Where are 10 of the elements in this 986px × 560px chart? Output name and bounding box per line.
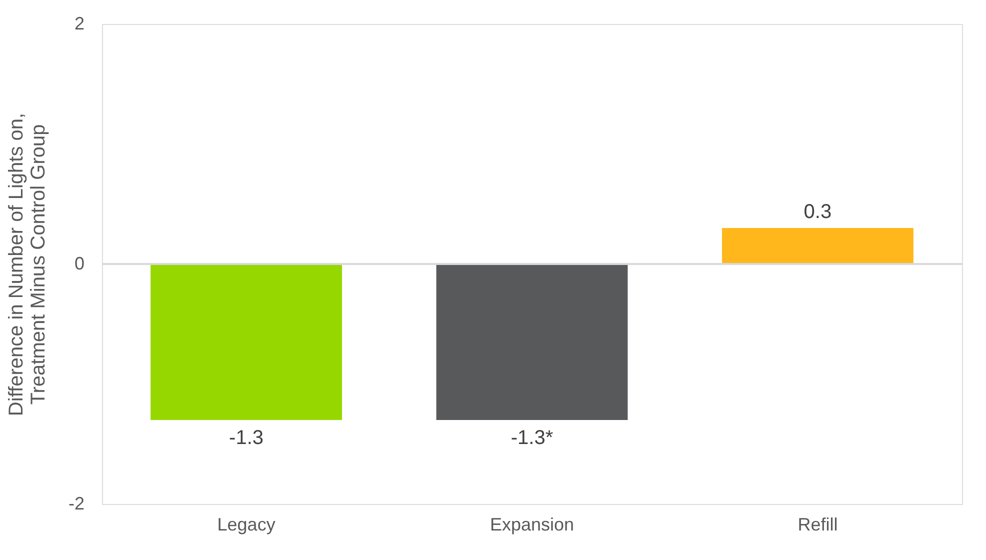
data-label: -1.3* (510, 427, 554, 449)
y-tick-label: -2 (68, 494, 84, 514)
y-axis-title: Difference in Number of Lights on, Treatment Minus Control Group (5, 112, 50, 416)
data-label: 0.3 (804, 201, 832, 223)
x-tick-label: Refill (798, 514, 838, 534)
y-tick-label: 0 (74, 254, 84, 274)
x-tick-label: Legacy (217, 514, 276, 534)
y-tick-label: 2 (74, 14, 84, 34)
data-label: -1.3 (229, 427, 264, 449)
x-tick-label: Expansion (490, 514, 574, 534)
